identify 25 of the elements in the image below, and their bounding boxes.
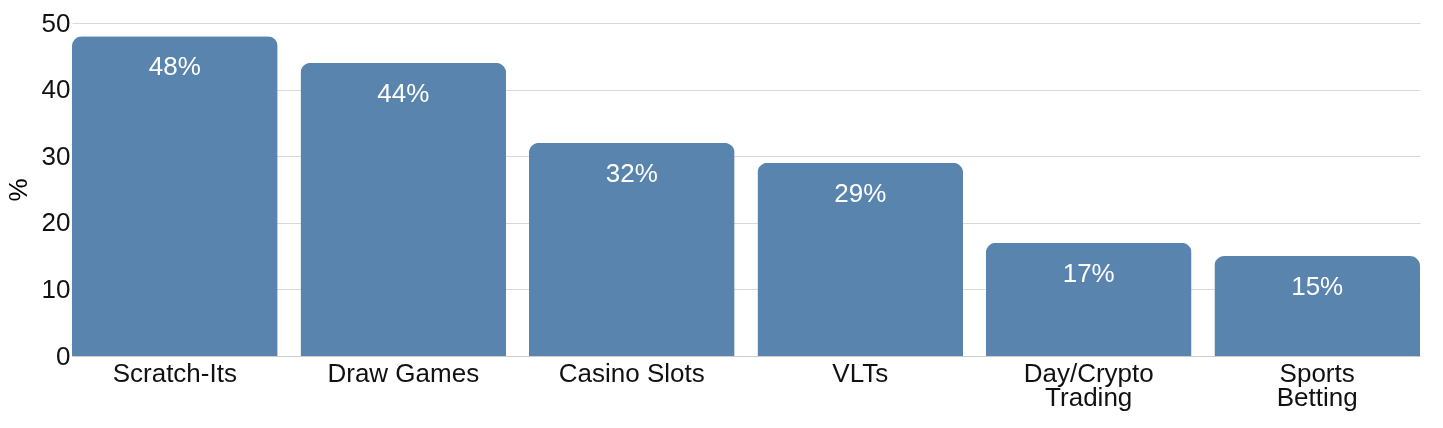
x-tick-label: Scratch-Its [112, 357, 237, 388]
bar [757, 162, 964, 356]
bar [985, 242, 1192, 356]
data-label: 15% [1291, 271, 1344, 302]
y-tick-label: 30 [41, 140, 71, 171]
bar [300, 62, 507, 356]
bar [72, 36, 278, 356]
data-label: 48% [148, 51, 201, 82]
bar [1214, 256, 1420, 356]
y-tick-label: 40 [41, 74, 71, 105]
data-label: 17% [1062, 257, 1115, 288]
bar [528, 142, 735, 356]
x-tick-label: Sports Betting [1276, 357, 1358, 412]
x-tick-label: Draw Games [327, 357, 480, 388]
y-tick-label: 20 [41, 207, 71, 238]
y-tick-label: 0 [56, 340, 71, 371]
y-axis-title: % [2, 178, 33, 202]
x-tick-label: VLTs [832, 357, 889, 388]
data-label: 44% [377, 77, 430, 108]
x-tick-label: Day/Crypto Trading [1023, 357, 1154, 412]
y-tick-label: 10 [41, 273, 71, 304]
x-tick-label: Casino Slots [558, 357, 705, 388]
data-label: 32% [605, 157, 658, 188]
y-tick-label: 50 [41, 7, 71, 38]
data-label: 29% [834, 177, 887, 208]
